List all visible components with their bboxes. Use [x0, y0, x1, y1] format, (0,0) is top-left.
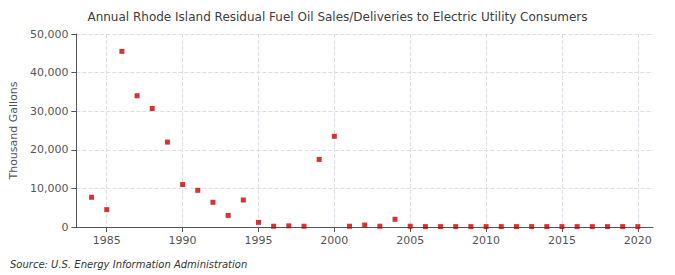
- svg-text:2005: 2005: [396, 234, 424, 247]
- svg-text:10,000: 10,000: [30, 182, 69, 195]
- svg-text:2000: 2000: [320, 234, 348, 247]
- svg-text:Thousand Gallons: Thousand Gallons: [7, 81, 20, 180]
- svg-text:30,000: 30,000: [30, 105, 69, 118]
- svg-text:0: 0: [61, 221, 68, 234]
- svg-text:1985: 1985: [93, 234, 121, 247]
- svg-text:1995: 1995: [244, 234, 272, 247]
- svg-text:2020: 2020: [624, 234, 652, 247]
- svg-text:1990: 1990: [169, 234, 197, 247]
- svg-text:2010: 2010: [472, 234, 500, 247]
- svg-text:40,000: 40,000: [30, 66, 69, 79]
- svg-text:Source: U.S. Energy Informatio: Source: U.S. Energy Information Administ…: [10, 259, 247, 270]
- svg-text:50,000: 50,000: [30, 28, 69, 41]
- svg-text:20,000: 20,000: [30, 143, 69, 156]
- svg-text:2015: 2015: [548, 234, 576, 247]
- svg-text:Annual Rhode Island Residual F: Annual Rhode Island Residual Fuel Oil Sa…: [87, 10, 587, 24]
